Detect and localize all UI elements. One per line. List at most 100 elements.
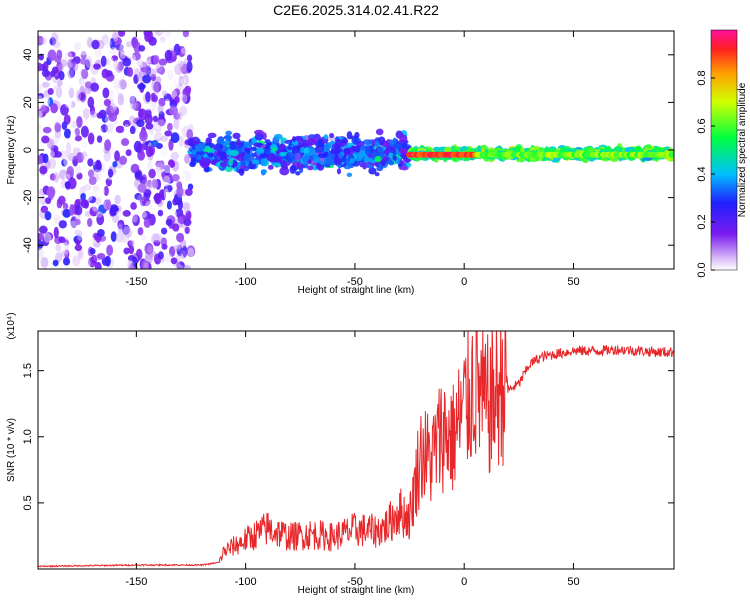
spectrogram-x-ticks: -150 -100 -50 0 50 <box>125 31 580 288</box>
spectrogram-cell <box>71 120 78 128</box>
spectrogram-cell <box>190 157 197 166</box>
spectrogram-cell <box>41 37 48 45</box>
snr-series-line <box>38 331 674 568</box>
spectrogram-cell <box>229 143 237 151</box>
spectrogram-cell <box>160 135 168 142</box>
spectrogram-cell <box>158 66 165 75</box>
spectrogram-cell <box>368 167 377 175</box>
snr-scale-note: (x10⁴) <box>6 312 17 339</box>
spectrogram-cell <box>295 171 301 176</box>
spectrogram-y-label: Frequency (Hz) <box>6 116 17 185</box>
spectrogram-cell <box>97 148 104 157</box>
snr-y-tick-label: 1.0 <box>22 429 34 444</box>
spectrogram-cell <box>155 40 165 52</box>
spectrogram-cell <box>172 197 178 206</box>
spectrogram-cell <box>112 77 120 88</box>
spectrogram-cell <box>109 204 119 213</box>
spectrogram-cell <box>58 169 68 180</box>
spectrogram-cell <box>294 152 301 161</box>
spectrogram-cell <box>144 254 153 265</box>
spectrogram-cell <box>216 151 227 156</box>
spectrogram-cell <box>433 146 441 151</box>
spectrogram-cell <box>144 242 154 255</box>
spectrogram-cell <box>125 41 132 48</box>
spectrogram-cell <box>167 122 173 132</box>
spectrogram-y-tick-label: -40 <box>22 237 34 253</box>
spectrogram-cell <box>122 57 132 67</box>
spectrogram-cell <box>85 56 93 69</box>
spectrogram-cell <box>109 47 118 55</box>
spectrogram-cell <box>125 149 132 157</box>
spectrogram-cell <box>60 104 69 116</box>
spectrogram-x-tick-label: 0 <box>461 276 467 288</box>
spectrogram-cell <box>393 143 403 150</box>
spectrogram-cell <box>38 109 44 119</box>
spectrogram-cell <box>38 140 42 150</box>
snr-x-tick-label: -100 <box>235 576 257 588</box>
spectrogram-cell <box>38 92 44 100</box>
spectrogram-cell <box>93 168 103 181</box>
spectrogram-cell <box>67 152 76 161</box>
spectrogram-cell <box>251 152 257 157</box>
figure-title: C2E6.2025.314.02.41.R22 <box>273 2 439 18</box>
spectrogram-cell <box>51 32 59 43</box>
spectrogram-cell <box>126 67 134 78</box>
spectrogram-cell <box>177 199 183 211</box>
spectrogram-cell <box>79 215 86 224</box>
spectrogram-cell <box>38 53 44 61</box>
spectrogram-cell <box>172 74 180 86</box>
spectrogram-cell <box>145 146 154 158</box>
spectrogram-cell <box>325 157 330 166</box>
spectrogram-cell <box>382 141 390 148</box>
spectrogram-cell <box>315 162 321 170</box>
spectrogram-cell <box>115 210 121 219</box>
spectrogram-cell <box>115 232 125 243</box>
spectrogram-cell <box>291 136 297 142</box>
spectrogram-cell <box>42 61 49 72</box>
spectrogram-cell <box>155 76 162 85</box>
spectrogram-cell <box>279 151 287 157</box>
colorbar-tick-label: 0.8 <box>696 70 708 85</box>
spectrogram-cell <box>178 75 184 87</box>
spectrogram-cell <box>147 179 153 188</box>
spectrogram-cell <box>98 109 107 119</box>
spectrogram-cell <box>291 146 296 154</box>
spectrogram-cell <box>90 82 100 92</box>
spectrogram-cell <box>89 110 97 118</box>
spectrogram-cell <box>87 96 95 109</box>
spectrogram-cell <box>392 155 397 161</box>
spectrogram-cell <box>68 87 75 99</box>
spectrogram-cell <box>243 141 253 147</box>
spectrogram-cell <box>85 194 93 202</box>
spectrogram-cell <box>142 74 152 84</box>
spectrogram-cell <box>163 164 172 174</box>
spectrogram-panel: -150 -100 -50 0 50 -40 -20 0 20 40 Height of str… <box>6 30 675 296</box>
spectrogram-cell <box>225 166 233 173</box>
spectrogram-cell <box>38 95 43 106</box>
spectrogram-cell <box>99 39 105 50</box>
spectrogram-cell <box>80 125 89 138</box>
spectrogram-cell <box>314 141 324 148</box>
spectrogram-cell <box>38 194 45 205</box>
spectrogram-cell <box>38 83 43 93</box>
spectrogram-cell <box>117 223 123 234</box>
spectrogram-cell <box>38 239 44 251</box>
spectrogram-cell <box>58 145 67 152</box>
spectrogram-cell <box>87 169 95 178</box>
spectrogram-cell <box>59 59 68 68</box>
spectrogram-cell <box>166 70 174 81</box>
spectrogram-cell <box>137 183 147 193</box>
spectrogram-cell <box>160 82 167 91</box>
spectrogram-cell <box>153 83 160 95</box>
spectrogram-cell <box>272 157 281 163</box>
spectrogram-cell <box>97 146 105 158</box>
spectrogram-cell <box>101 161 109 170</box>
spectrogram-cell <box>74 244 83 251</box>
colorbar: 0.0 0.2 0.4 0.6 0.8 Normalized spectral ampl… <box>696 29 748 278</box>
spectrogram-cell <box>81 69 89 80</box>
spectrogram-cell <box>122 226 132 238</box>
spectrogram-cell <box>360 145 367 151</box>
spectrogram-cell <box>172 244 182 252</box>
snr-x-label: Height of straight line (km) <box>298 585 415 596</box>
spectrogram-cell <box>72 255 81 267</box>
